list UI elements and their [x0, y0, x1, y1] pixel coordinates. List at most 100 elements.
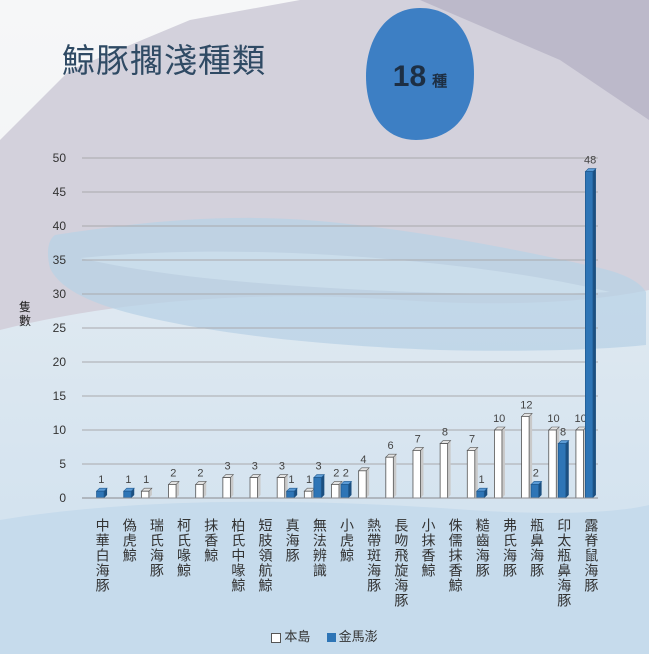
- bar: [548, 429, 557, 499]
- bar-side: [257, 474, 261, 498]
- x-tick-label: 瓶鼻海豚: [528, 518, 544, 578]
- y-tick-label: 10: [53, 423, 67, 437]
- bar: [140, 490, 150, 499]
- y-axis-label: 隻數: [18, 300, 31, 328]
- data-label: 1: [98, 474, 104, 486]
- data-label: 3: [279, 461, 285, 473]
- bar: [557, 443, 567, 499]
- y-tick-label: 5: [59, 457, 66, 471]
- x-tick-label: 抹香鯨: [202, 518, 218, 563]
- bar: [385, 456, 394, 499]
- y-tick-label: 50: [53, 151, 67, 165]
- y-tick-label: 40: [53, 219, 67, 233]
- bar-side: [393, 454, 397, 498]
- x-tick-label: 糙齒海豚: [474, 518, 490, 578]
- bar: [313, 477, 322, 499]
- x-tick-label: 熱帶斑海豚: [365, 518, 381, 593]
- x-tick-label: 真海豚: [284, 518, 300, 563]
- bar-side: [529, 413, 533, 498]
- bar: [494, 429, 503, 499]
- x-tick-label: 弗氏海豚: [501, 518, 517, 578]
- legend-swatch: [326, 633, 336, 642]
- sea-shape: [0, 501, 649, 654]
- data-label: 7: [469, 433, 475, 445]
- x-tick-label: 偽虎鯨: [121, 518, 137, 563]
- bar: [195, 483, 204, 499]
- bar-side: [538, 481, 542, 498]
- legend-label: 金馬澎: [338, 630, 378, 645]
- bar: [358, 470, 367, 499]
- x-tick-label: 小虎鯨: [338, 518, 354, 563]
- bar-side: [366, 467, 370, 498]
- data-label: 8: [560, 427, 566, 439]
- legend-swatch: [271, 632, 282, 643]
- bar-side: [176, 481, 180, 498]
- bar: [286, 490, 295, 499]
- y-tick-label: 0: [59, 491, 66, 505]
- x-tick-label: 露脊鼠海豚: [582, 518, 598, 593]
- data-label: 1: [288, 474, 294, 486]
- data-label: 10: [547, 413, 559, 425]
- bar: [575, 429, 584, 499]
- data-label: 3: [252, 461, 258, 473]
- bar-side: [203, 481, 207, 498]
- data-label: 2: [533, 467, 539, 479]
- data-label: 8: [442, 427, 448, 439]
- x-tick-label: 印太瓶鼻海豚: [555, 518, 571, 608]
- data-label: 2: [333, 467, 339, 479]
- bar-side: [420, 447, 424, 498]
- bar: [222, 477, 231, 499]
- bar: [276, 477, 286, 499]
- x-tick-label: 柏氏中喙鯨: [229, 518, 245, 593]
- bar: [530, 483, 540, 499]
- bar-side: [501, 427, 505, 498]
- bar-side: [348, 481, 352, 498]
- data-label: 6: [388, 440, 394, 452]
- data-label: 48: [584, 155, 596, 167]
- bar: [168, 483, 177, 499]
- data-label: 7: [415, 433, 421, 445]
- data-label: 2: [197, 467, 203, 479]
- x-tick-label: 柯氏喙鯨: [175, 518, 191, 578]
- bar: [585, 171, 594, 499]
- data-label: 4: [360, 454, 366, 466]
- bar: [412, 449, 421, 499]
- bar-side: [474, 447, 478, 498]
- legend-label: 本島: [284, 630, 311, 645]
- bar: [476, 490, 485, 499]
- x-tick-label: 中華白海豚: [94, 518, 110, 593]
- count-badge: 18 種: [364, 60, 476, 94]
- y-tick-label: 20: [53, 355, 67, 369]
- bar: [249, 477, 258, 499]
- count-badge-unit: 種: [432, 72, 448, 90]
- x-tick-label: 侏儒抹香鯨: [447, 518, 463, 593]
- bar-side: [592, 168, 596, 498]
- data-label: 1: [125, 474, 131, 486]
- count-badge-number: 18: [392, 60, 427, 93]
- bar: [303, 490, 313, 499]
- x-tick-label: 小抹香鯨: [419, 518, 435, 578]
- data-label: 10: [575, 413, 587, 425]
- chart-title: 鯨豚擱淺種類: [62, 41, 266, 80]
- bar: [331, 483, 340, 499]
- mountain-shape: [420, 0, 649, 120]
- data-label: 2: [343, 467, 349, 479]
- y-tick-label: 30: [53, 287, 67, 301]
- data-label: 12: [520, 399, 532, 411]
- y-tick-label: 35: [53, 253, 67, 267]
- bar-side: [565, 440, 569, 498]
- data-label: 2: [170, 467, 176, 479]
- bar-side: [447, 440, 451, 498]
- bar: [466, 449, 476, 499]
- data-label: 3: [316, 461, 322, 473]
- x-tick-label: 長吻飛旋海豚: [392, 518, 408, 608]
- bar: [340, 483, 349, 499]
- data-label: 1: [478, 474, 484, 486]
- data-label: 10: [493, 413, 505, 425]
- x-tick-label: 短肢領航鯨: [257, 518, 273, 593]
- data-label: 1: [143, 474, 149, 486]
- legend: 本島 金馬澎: [0, 626, 649, 645]
